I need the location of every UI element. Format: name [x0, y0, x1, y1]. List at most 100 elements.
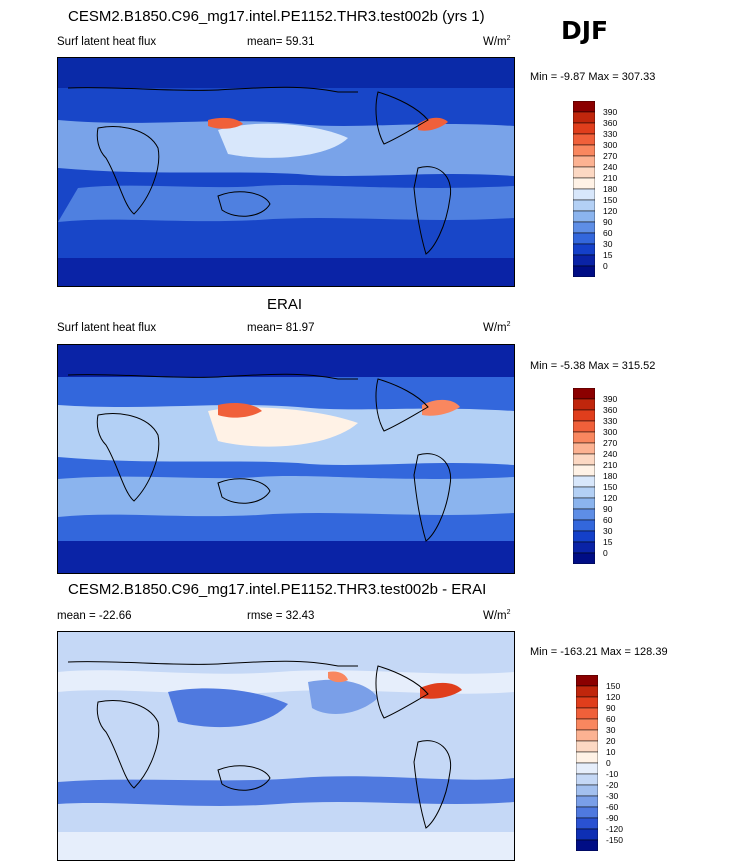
colorbar-swatch — [572, 265, 596, 278]
colorbar-tick-label: 150 — [603, 482, 618, 492]
colorbar-swatch — [572, 243, 596, 256]
panel1-title: CESM2.B1850.C96_mg17.intel.PE1152.THR3.t… — [68, 8, 485, 25]
colorbar-tick-label: 10 — [606, 747, 616, 757]
colorbar-swatch — [572, 155, 596, 168]
map-southern-band — [58, 185, 514, 222]
colorbar-tick-label: -10 — [606, 769, 619, 779]
colorbar-swatch — [575, 707, 599, 720]
colorbar-swatch — [575, 740, 599, 753]
colorbar-tick-label: 90 — [603, 504, 613, 514]
colorbar-swatch — [572, 552, 596, 565]
colorbar-tick-label: -150 — [606, 835, 624, 845]
panel1-map — [57, 57, 515, 287]
map-coastlines — [67, 86, 452, 255]
colorbar-tick-label: 330 — [603, 416, 618, 426]
map-polar-band — [58, 345, 514, 377]
colorbar-tick-label: 210 — [603, 460, 618, 470]
colorbar-swatch — [575, 751, 599, 764]
colorbar-tick-label: 0 — [603, 548, 608, 558]
colorbar-tick-label: 120 — [606, 692, 621, 702]
colorbar-swatch — [572, 221, 596, 234]
colorbar-swatch — [572, 387, 596, 400]
colorbar-swatch — [575, 817, 599, 830]
panel1-colorbar — [572, 100, 596, 282]
panel3-colorbar-swatches — [575, 674, 599, 852]
colorbar-swatch — [572, 188, 596, 201]
map-coastlines — [67, 660, 452, 829]
panel3-mean: mean = -22.66 — [57, 610, 132, 622]
colorbar-swatch — [575, 696, 599, 709]
panel1-minmax: Min = -9.87 Max = 307.33 — [530, 71, 656, 83]
colorbar-tick-label: 180 — [603, 184, 618, 194]
colorbar-swatch — [572, 254, 596, 267]
map-diff-pacific-negative — [168, 688, 288, 728]
colorbar-swatch — [575, 784, 599, 797]
colorbar-tick-label: 0 — [606, 758, 611, 768]
map-kuroshio — [208, 117, 243, 129]
panel2-variable: Surf latent heat flux — [57, 322, 157, 334]
colorbar-tick-label: 60 — [606, 714, 616, 724]
colorbar-swatch — [572, 508, 596, 521]
colorbar-swatch — [572, 144, 596, 157]
panel1-colorbar-swatches — [572, 100, 596, 278]
panel2-mean-label: mean= — [247, 322, 283, 334]
map-coastlines — [67, 373, 452, 542]
colorbar-tick-label: 120 — [603, 206, 618, 216]
panel3-minmax: Min = -163.21 Max = 128.39 — [530, 646, 668, 658]
colorbar-tick-label: 300 — [603, 427, 618, 437]
map-diff-epac-negative — [308, 679, 378, 714]
map-polar-band — [58, 58, 514, 88]
panel3-rmse: rmse = 32.43 — [247, 610, 314, 622]
colorbar-swatch — [572, 453, 596, 466]
colorbar-swatch — [572, 199, 596, 212]
colorbar-swatch — [572, 519, 596, 532]
colorbar-tick-label: -60 — [606, 802, 619, 812]
panel3-rmse-value: 32.43 — [285, 610, 315, 622]
map-diff-base — [58, 632, 514, 860]
panel2-units-text: W/m — [483, 321, 507, 334]
colorbar-tick-label: 150 — [603, 195, 618, 205]
map-diff-north-band — [58, 670, 514, 694]
colorbar-tick-label: 150 — [606, 681, 621, 691]
colorbar-swatch — [572, 530, 596, 543]
colorbar-tick-label: 270 — [603, 151, 618, 161]
map-pacific-warm-pool — [218, 123, 348, 158]
panel2-units-exp: 2 — [506, 321, 511, 328]
colorbar-swatch — [572, 100, 596, 113]
map-kuroshio — [218, 403, 262, 418]
colorbar-swatch — [572, 133, 596, 146]
colorbar-swatch — [575, 828, 599, 841]
panel2-title: ERAI — [267, 296, 303, 313]
colorbar-swatch — [575, 795, 599, 808]
colorbar-tick-label: 360 — [603, 118, 618, 128]
panel2-units: W/m2 — [483, 321, 511, 334]
colorbar-tick-label: 30 — [606, 725, 616, 735]
colorbar-tick-label: 90 — [603, 217, 613, 227]
panel1-units: W/m2 — [483, 35, 511, 48]
panel3-units-exp: 2 — [506, 609, 511, 616]
colorbar-swatch — [575, 839, 599, 852]
colorbar-swatch — [572, 475, 596, 488]
colorbar-swatch — [575, 806, 599, 819]
panel3-units-text: W/m — [483, 609, 507, 622]
colorbar-tick-label: 240 — [603, 449, 618, 459]
colorbar-swatch — [572, 177, 596, 190]
panel2-map — [57, 344, 515, 574]
panel1-units-exp: 2 — [506, 35, 511, 42]
colorbar-tick-label: 90 — [606, 703, 616, 713]
colorbar-tick-label: 240 — [603, 162, 618, 172]
panel1-variable: Surf latent heat flux — [57, 36, 157, 48]
colorbar-swatch — [575, 773, 599, 786]
colorbar-tick-label: 15 — [603, 250, 613, 260]
colorbar-swatch — [572, 409, 596, 422]
colorbar-swatch — [572, 442, 596, 455]
colorbar-tick-label: 20 — [606, 736, 616, 746]
colorbar-tick-label: 0 — [603, 261, 608, 271]
colorbar-tick-label: 30 — [603, 526, 613, 536]
colorbar-tick-label: 300 — [603, 140, 618, 150]
panel2-minmax: Min = -5.38 Max = 315.52 — [530, 360, 656, 372]
colorbar-swatch — [572, 486, 596, 499]
colorbar-tick-label: 30 — [603, 239, 613, 249]
colorbar-swatch — [572, 166, 596, 179]
panel2-colorbar — [572, 387, 596, 569]
